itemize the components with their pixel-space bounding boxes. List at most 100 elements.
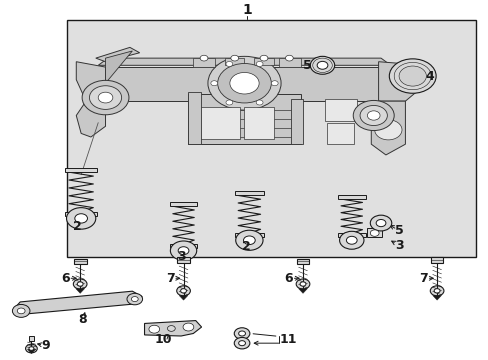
Circle shape [25,344,37,353]
Polygon shape [76,62,105,101]
Bar [29,336,34,341]
Circle shape [369,230,378,236]
Bar [65,168,97,172]
Circle shape [230,55,238,61]
Bar [234,191,264,195]
Circle shape [238,331,245,336]
Text: 9: 9 [41,339,50,352]
Circle shape [271,81,278,86]
Circle shape [170,241,196,260]
Polygon shape [15,291,142,315]
Circle shape [310,56,334,74]
Bar [169,244,197,248]
Circle shape [296,279,309,289]
Bar [193,58,215,67]
Circle shape [398,66,426,86]
Circle shape [73,279,87,289]
Text: 5: 5 [302,59,311,72]
Circle shape [149,325,159,333]
Circle shape [178,247,188,255]
Circle shape [366,111,379,120]
Bar [290,99,303,144]
Bar [224,58,244,65]
Circle shape [260,55,267,61]
Circle shape [207,56,281,110]
Circle shape [235,230,263,250]
Text: 7: 7 [165,272,174,285]
Polygon shape [144,321,201,336]
Polygon shape [27,349,36,354]
Polygon shape [432,296,441,300]
Circle shape [127,293,142,305]
Text: 10: 10 [155,333,172,346]
Polygon shape [98,58,390,65]
Text: 7: 7 [419,272,427,285]
Circle shape [234,328,249,339]
Bar [188,92,200,144]
Polygon shape [370,101,405,155]
Circle shape [243,236,255,244]
Circle shape [17,308,25,314]
Bar [74,258,86,264]
Text: 5: 5 [394,224,403,238]
Circle shape [374,120,401,140]
Circle shape [317,61,327,69]
Bar [278,58,300,67]
Circle shape [217,63,271,103]
Text: 11: 11 [279,333,297,346]
Circle shape [388,59,435,93]
Bar [244,107,273,139]
Bar [188,94,300,144]
Circle shape [210,81,217,86]
Circle shape [256,100,263,105]
Circle shape [89,86,122,109]
Circle shape [256,62,263,67]
Circle shape [238,341,245,346]
Bar [337,195,365,199]
Circle shape [429,286,443,296]
Text: 1: 1 [242,3,251,17]
Circle shape [369,215,391,231]
Bar [65,212,97,216]
Circle shape [12,305,30,318]
Circle shape [77,282,83,286]
Bar [234,233,264,237]
Text: 3: 3 [177,249,185,262]
Circle shape [346,236,356,244]
Bar [327,123,353,144]
Polygon shape [179,296,187,300]
Polygon shape [298,289,307,293]
Bar [366,229,381,237]
Polygon shape [76,289,84,293]
Bar [169,202,197,206]
Circle shape [225,62,232,67]
Circle shape [29,347,34,350]
Circle shape [200,55,207,61]
Bar [325,99,356,121]
Circle shape [131,297,138,302]
Bar [66,21,475,257]
Circle shape [98,92,113,103]
Text: 3: 3 [394,239,403,252]
Polygon shape [378,62,424,101]
Circle shape [339,231,363,249]
Bar [430,257,443,263]
Text: 8: 8 [78,313,87,327]
Circle shape [167,325,175,331]
Text: 2: 2 [73,220,82,233]
Bar [254,58,273,65]
Polygon shape [76,101,105,137]
Bar [337,233,365,237]
Polygon shape [96,48,140,62]
Circle shape [180,289,186,293]
Bar [296,258,309,264]
Text: 2: 2 [242,240,250,253]
Text: 4: 4 [425,69,433,82]
Text: 6: 6 [284,272,293,285]
Circle shape [229,72,259,94]
Circle shape [176,286,190,296]
Circle shape [66,208,96,229]
Circle shape [82,80,129,115]
Circle shape [300,282,305,286]
Circle shape [352,100,393,131]
